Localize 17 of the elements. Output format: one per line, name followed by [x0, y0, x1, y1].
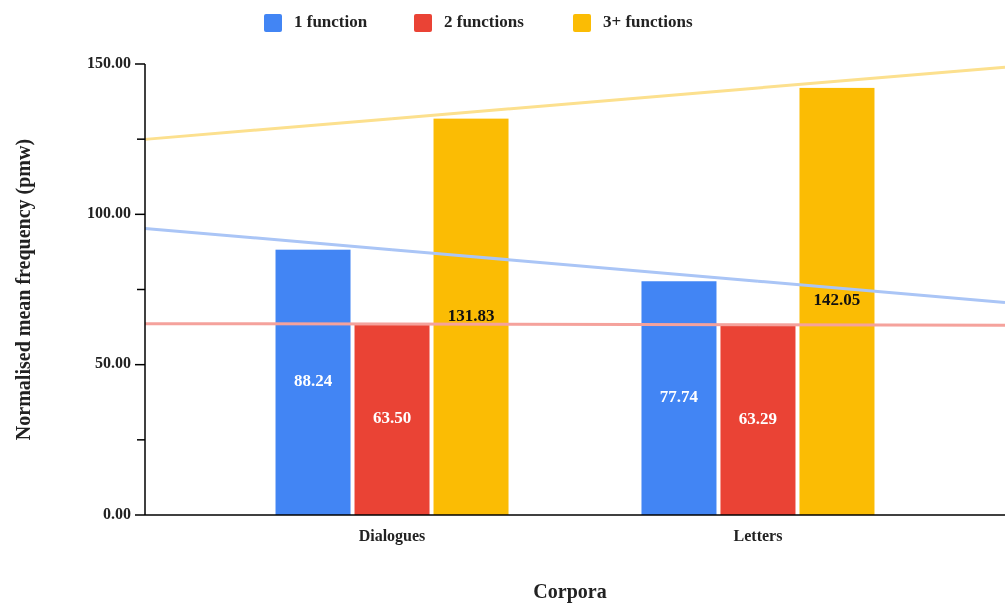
legend-label: 1 function [294, 11, 368, 31]
legend-label: 3+ functions [603, 11, 693, 31]
y-tick-label: 150.00 [87, 53, 131, 71]
data-label: 131.83 [447, 305, 495, 325]
x-tick-label: Letters [733, 527, 783, 544]
y-tick-label: 0.00 [103, 504, 131, 522]
y-tick-label: 50.00 [95, 354, 131, 372]
data-label: 63.50 [372, 408, 412, 428]
x-axis-title: Corpora [533, 580, 607, 603]
legend-label: 2 functions [444, 11, 525, 31]
y-axis-title: Normalised mean frequency (pmw) [12, 138, 35, 441]
data-label: 142.05 [813, 290, 861, 310]
data-label: 88.24 [293, 371, 333, 391]
data-label: 77.74 [659, 387, 699, 407]
x-tick-label: Dialogues [358, 527, 426, 545]
y-tick-label: 100.00 [87, 204, 131, 222]
data-label: 63.29 [738, 408, 778, 428]
